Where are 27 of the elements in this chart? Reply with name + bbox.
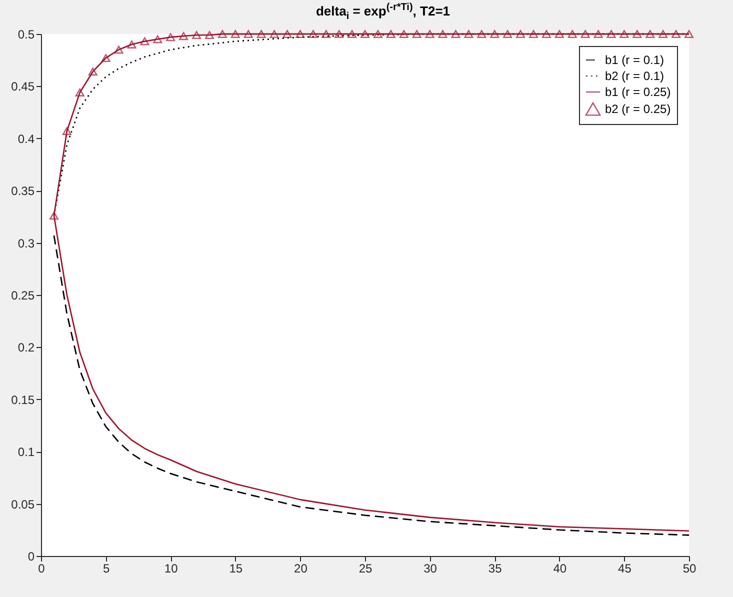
y-tick-label: 0.15 (11, 392, 35, 407)
y-tick-label: 0 (28, 550, 35, 564)
x-tick-label: 45 (618, 562, 632, 576)
y-tick-label: 0.2 (18, 340, 35, 355)
legend-label: b1 (r = 0.1) (605, 53, 664, 67)
x-tick-label: 0 (38, 562, 46, 576)
y-tick-label: 0.5 (18, 28, 35, 42)
x-tick-label: 5 (102, 562, 110, 576)
x-tick-label: 10 (164, 562, 178, 576)
y-tick-label: 0.1 (18, 445, 35, 460)
x-tick-label: 15 (229, 562, 243, 576)
y-tick-label: 0.45 (11, 80, 35, 94)
x-tick-label: 25 (358, 562, 372, 576)
y-tick-label: 0.35 (11, 184, 35, 198)
legend-label: b1 (r = 0.25) (605, 85, 671, 99)
y-tick-label: 0.25 (11, 288, 35, 302)
x-tick-label: 20 (294, 562, 308, 576)
legend-label: b2 (r = 0.25) (605, 102, 671, 116)
y-tick-label: 0.3 (18, 236, 35, 250)
y-tick-label: 0.4 (18, 132, 35, 146)
x-tick-label: 40 (553, 562, 567, 576)
x-tick-label: 50 (682, 562, 696, 576)
x-tick-label: 30 (424, 562, 438, 576)
chart-title: delta$_{i}$ = exp$^{(-r*Ti)}$, T2=1 (314, 2, 452, 22)
x-tick-label: 35 (488, 562, 502, 576)
y-tick-label: 0.05 (11, 497, 35, 512)
legend-label: b2 (r = 0.1) (605, 69, 664, 83)
